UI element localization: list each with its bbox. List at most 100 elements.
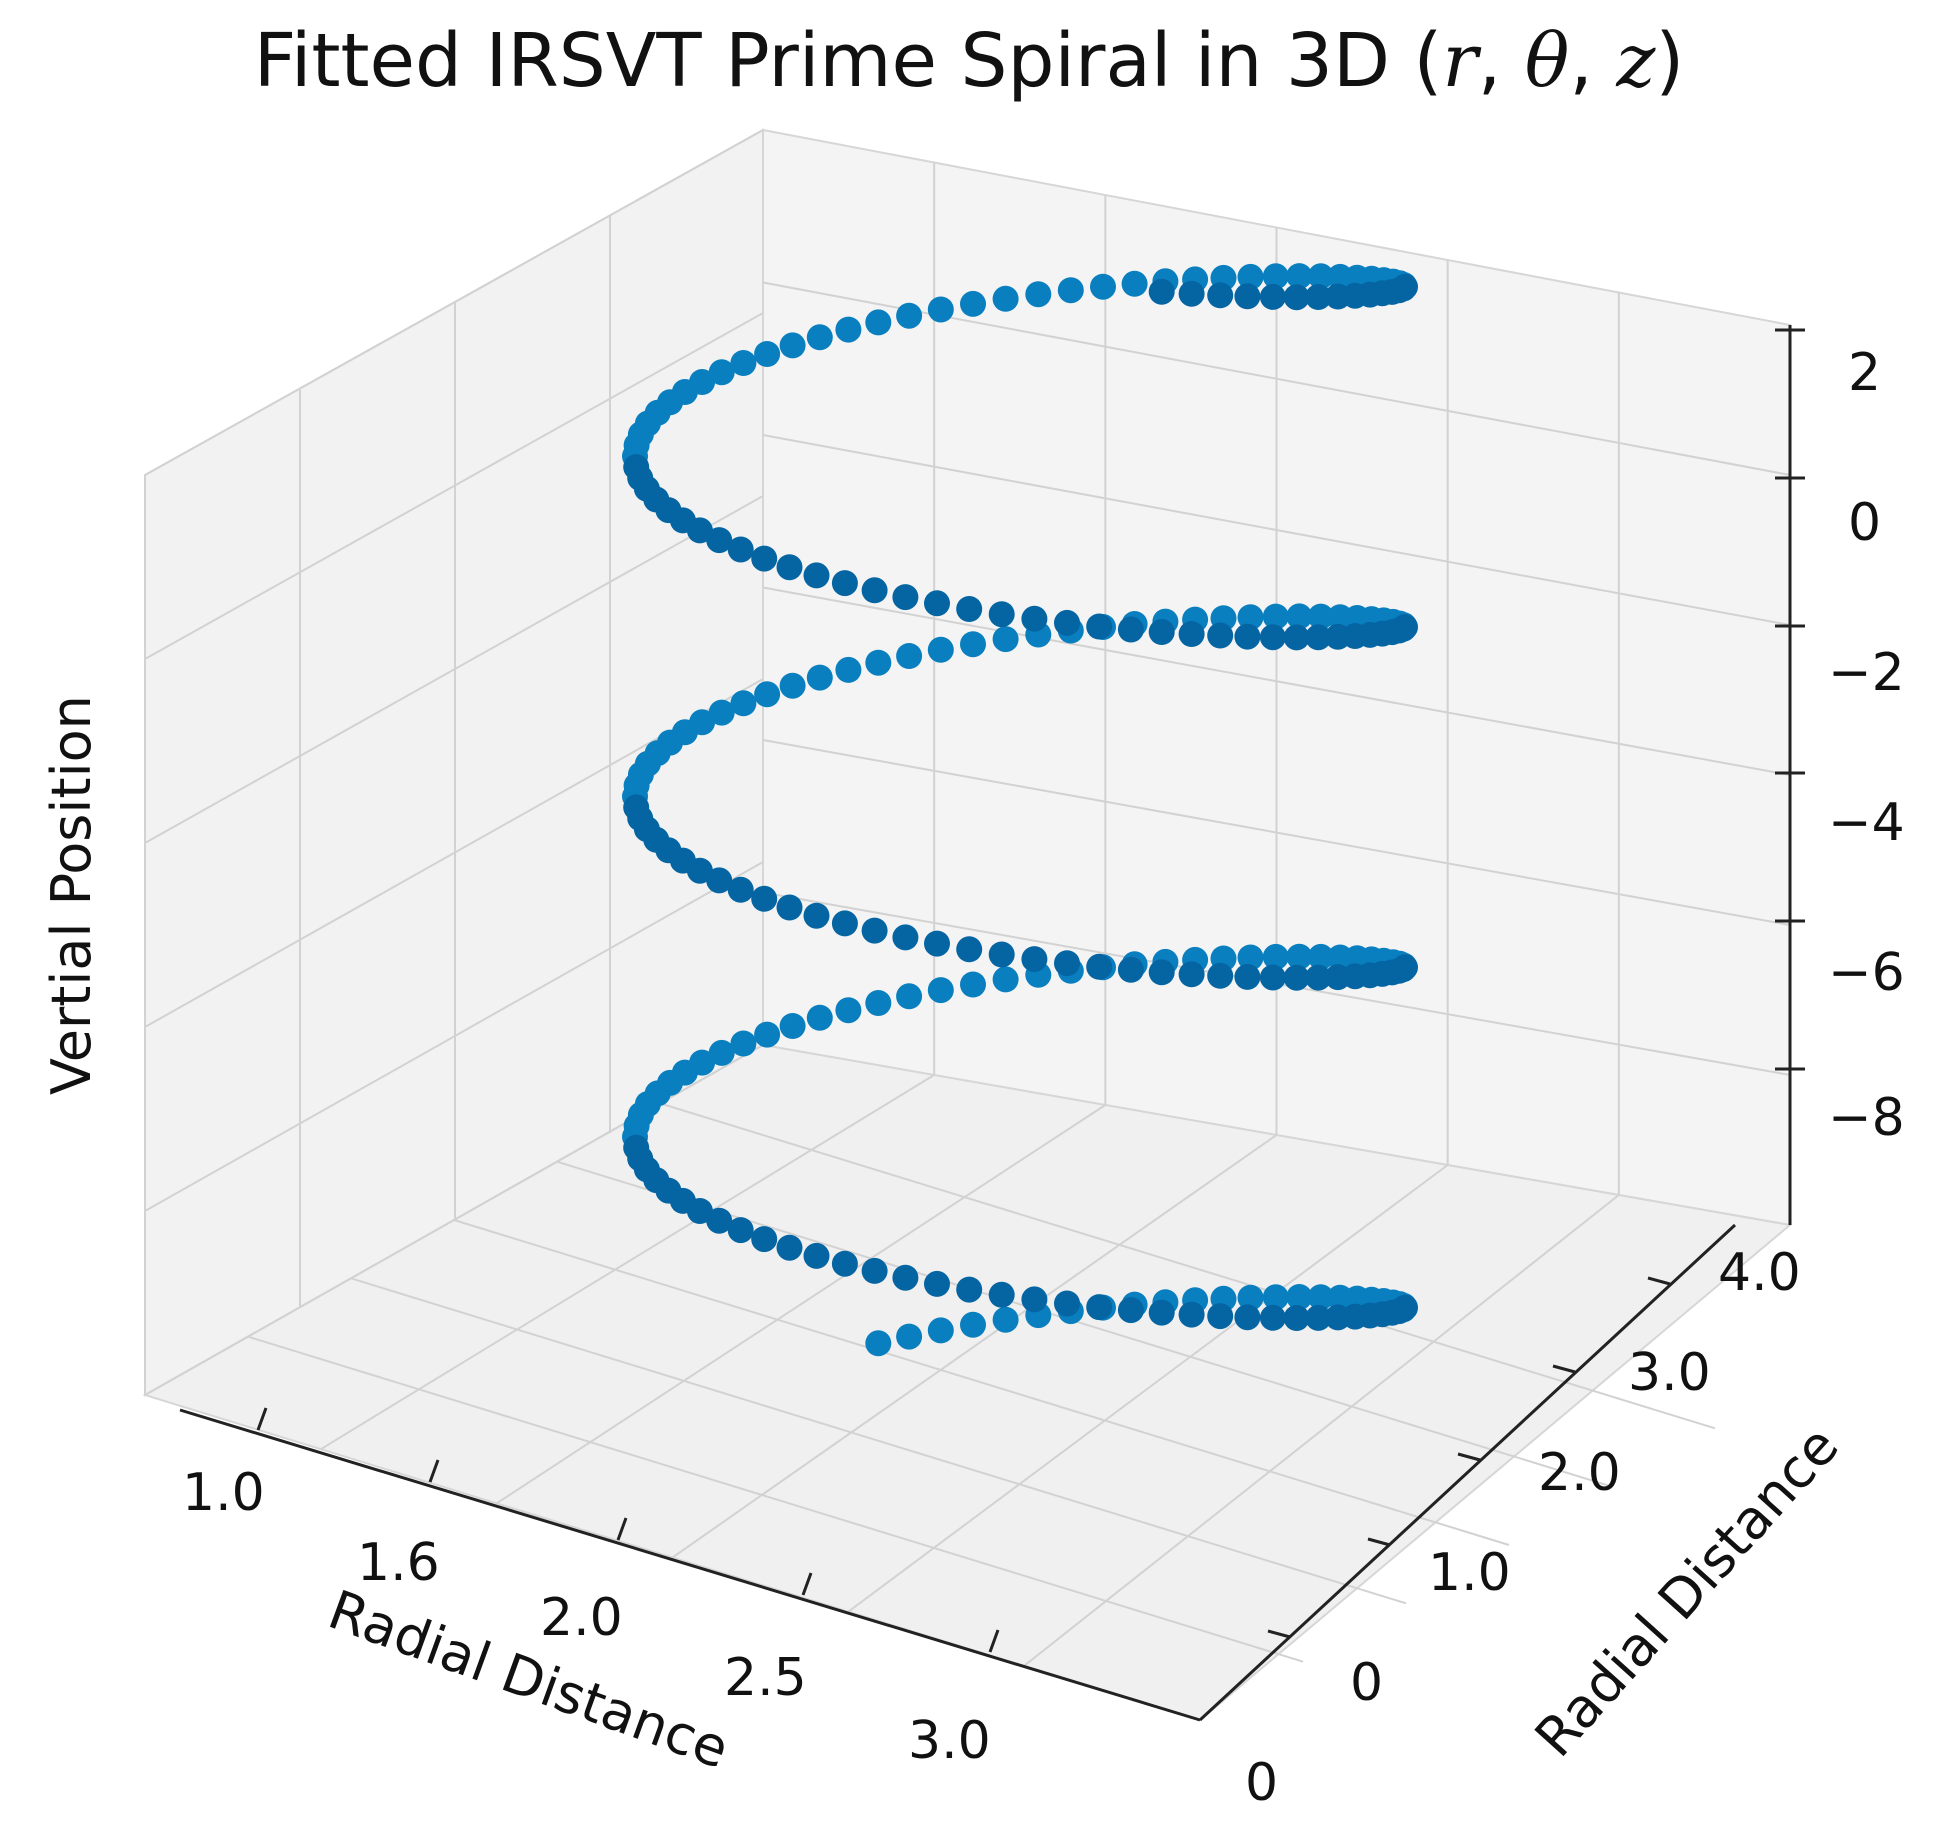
scatter-point [992, 626, 1019, 653]
scatter-point [706, 867, 733, 894]
y-tick-mark [1552, 1364, 1576, 1374]
scatter-point [1259, 1304, 1286, 1331]
scatter-point [861, 1257, 888, 1284]
z-tick-label: −6 [1828, 943, 1905, 1003]
scatter-point [1262, 943, 1289, 970]
x-tick-mark [801, 1572, 813, 1596]
scatter-point [708, 359, 735, 386]
scatter-point [1283, 1305, 1310, 1331]
scatter-point [806, 664, 833, 691]
scatter-point [892, 924, 919, 951]
scatter-point [1207, 622, 1234, 649]
scatter-point [708, 1039, 735, 1066]
scatter-point [1307, 263, 1334, 290]
scatter-point [730, 690, 757, 717]
scatter-point [865, 1330, 892, 1357]
scatter-point [1086, 1294, 1113, 1321]
scatter-point [1178, 621, 1205, 647]
grid-line [762, 586, 1791, 776]
scatter-point [960, 971, 986, 998]
scatter-point [896, 643, 923, 669]
y-tick-label: 1.0 [1428, 1543, 1511, 1603]
scatter-point [686, 1198, 713, 1224]
scatter-point [1286, 263, 1313, 290]
scatter-point [992, 1306, 1019, 1333]
scatter-point [1324, 283, 1351, 310]
z-tick-label: −2 [1828, 643, 1905, 703]
scatter-point [1148, 278, 1175, 305]
y-tick-label: 0 [1350, 1653, 1383, 1713]
scatter-point [1283, 964, 1310, 991]
scatter-point [1207, 282, 1234, 309]
scatter-point [686, 517, 713, 544]
z-tick-label: −8 [1828, 1088, 1905, 1148]
scatter-point [1057, 277, 1084, 304]
scatter-point [708, 699, 735, 726]
scatter-point [1234, 283, 1261, 310]
y-tick-label: 4.0 [1718, 1243, 1801, 1303]
scatter-point [1305, 624, 1332, 651]
title-var-theta: θ [1524, 18, 1570, 104]
scatter-point [924, 590, 950, 617]
scatter-point [927, 1317, 954, 1344]
scatter-point [988, 601, 1015, 628]
scatter-point [956, 596, 983, 622]
scatter-point [1054, 1290, 1080, 1317]
scatter-point [686, 857, 713, 884]
scatter-point [1054, 950, 1080, 977]
scatter-point [865, 309, 892, 336]
title-sep-1: , [1477, 18, 1525, 104]
tick-marks [256, 328, 1805, 1653]
scatter-point [861, 577, 888, 604]
x-axis-line [179, 1408, 1201, 1722]
scatter-point [727, 1217, 754, 1244]
scatter-point [831, 910, 858, 937]
scatter-point [1283, 624, 1310, 651]
scatter-point [1148, 619, 1175, 645]
y-tick-mark [1267, 1629, 1291, 1639]
scatter-point [751, 545, 778, 572]
x-tick-label: 1.6 [357, 1533, 440, 1593]
scatter-point [1305, 1304, 1332, 1331]
grid-line [144, 129, 764, 476]
scatter-point [1237, 944, 1264, 971]
x-tick-mark [428, 1459, 440, 1483]
scatter-point [1324, 1304, 1351, 1331]
scatter-point [1307, 943, 1334, 970]
scatter-point [1259, 624, 1286, 651]
scatter-point [706, 1207, 733, 1234]
y-tick-label: 0 [1245, 1753, 1278, 1813]
scatter-point [1259, 283, 1286, 310]
scatter-point [1021, 946, 1048, 973]
scatter-point [924, 1270, 950, 1297]
scatter-point [896, 983, 923, 1010]
z-tick-label: 2 [1848, 343, 1881, 403]
scatter-point [960, 290, 986, 317]
grid-line [320, 1074, 935, 1451]
scatter-point [1090, 273, 1116, 300]
scatter-point [960, 631, 986, 658]
scatter-point [1117, 616, 1144, 643]
scatter-point [1286, 943, 1313, 970]
scatter-point [727, 876, 754, 903]
scatter-point [779, 1013, 806, 1039]
scatter-point [992, 966, 1019, 993]
scatter-point [865, 990, 892, 1016]
title-main: Fitted IRSVT Prime Spiral in 3D ( [253, 18, 1443, 104]
scatter-point [1178, 1301, 1205, 1328]
scatter-point [1237, 263, 1264, 290]
scatter-point [1025, 281, 1052, 308]
scatter-point [1117, 956, 1144, 983]
grid-line [350, 1277, 1407, 1605]
scatter-point [896, 302, 923, 329]
scatter-point [1021, 605, 1048, 632]
scatter-point [1207, 962, 1234, 989]
scatter-point [927, 636, 954, 663]
grid-line [556, 1160, 1613, 1488]
scatter-point [835, 997, 862, 1024]
y-tick-mark [1457, 1452, 1481, 1462]
grid-line [247, 1335, 1304, 1663]
scatter-point [1234, 963, 1261, 990]
